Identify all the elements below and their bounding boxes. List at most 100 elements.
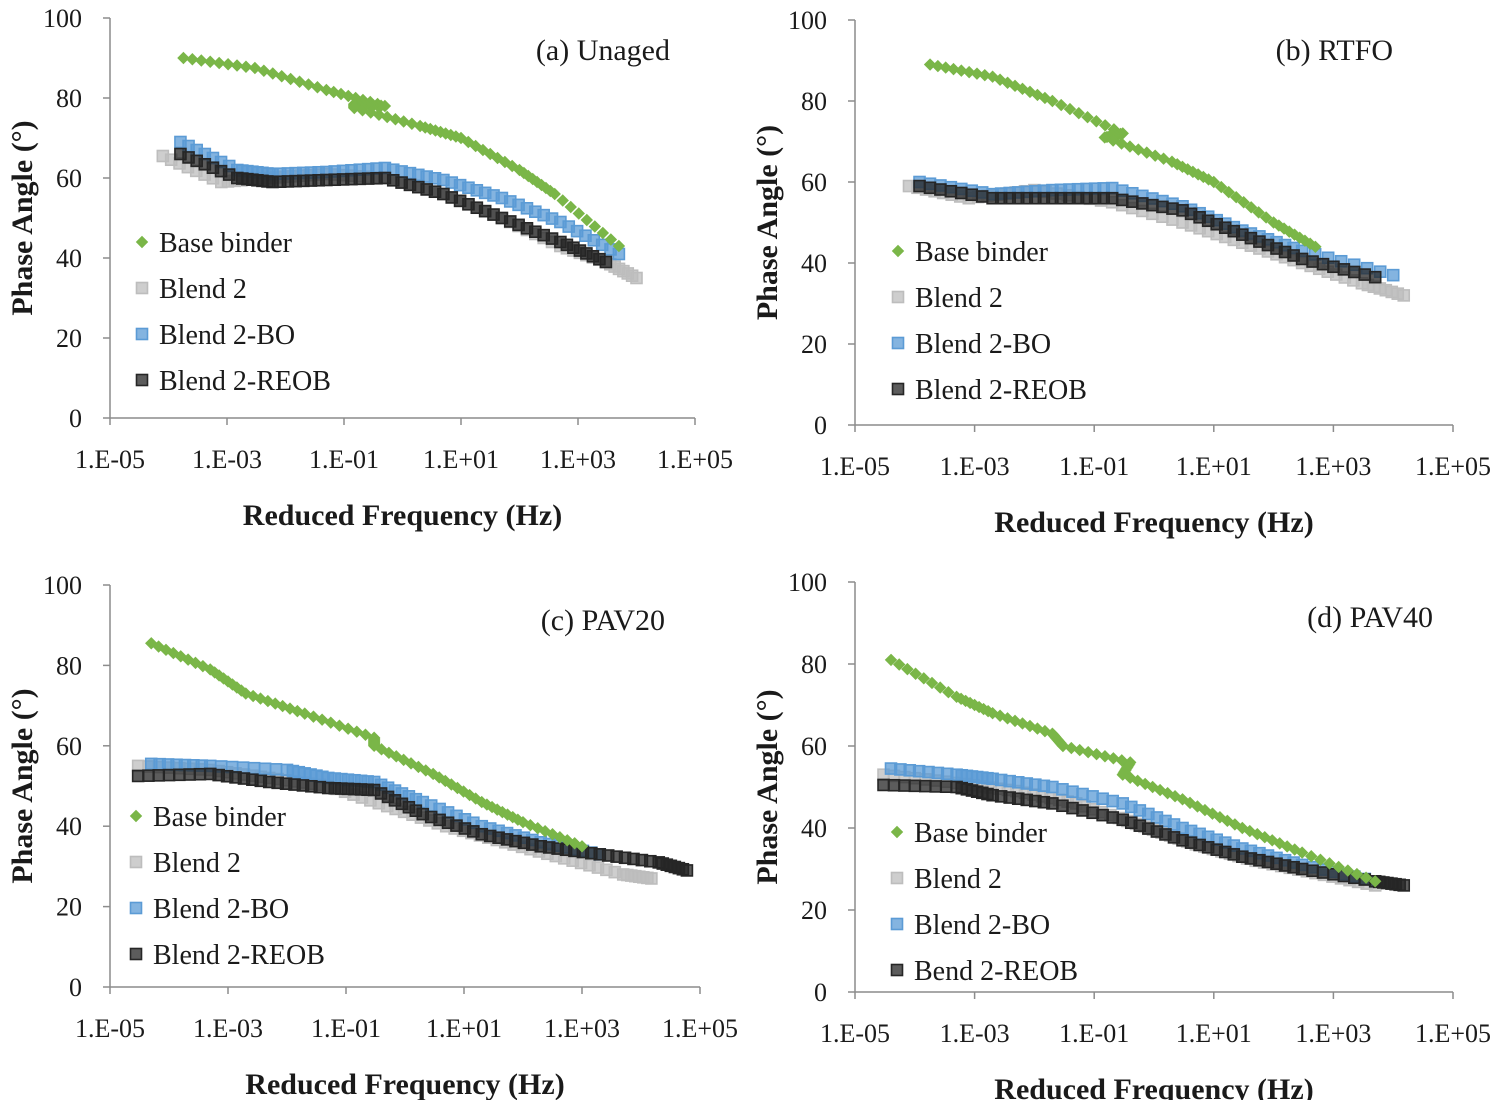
data-point <box>1314 853 1327 866</box>
x-tick-label: 1.E+05 <box>662 1014 738 1043</box>
data-point <box>195 54 208 67</box>
legend-label: Blend 2-BO <box>159 320 295 351</box>
series-blend2_bo <box>174 135 626 261</box>
x-tick-label: 1.E-05 <box>75 1014 145 1043</box>
data-point <box>1252 206 1265 219</box>
y-axis-title: Phase Angle (°) <box>6 688 39 883</box>
data-point <box>1295 862 1309 876</box>
data-point <box>970 67 984 80</box>
data-point <box>929 780 943 793</box>
data-point <box>230 59 244 72</box>
data-point <box>1306 255 1319 268</box>
data-point <box>1316 866 1330 879</box>
data-point <box>186 53 199 66</box>
data-point <box>1332 860 1345 874</box>
data-point <box>978 68 991 82</box>
data-point <box>1054 98 1068 112</box>
data-point <box>1046 94 1059 108</box>
data-point <box>1081 110 1094 124</box>
y-tick-label: 80 <box>56 84 82 113</box>
legend-label: Base binder <box>159 228 293 259</box>
y-tick-label: 20 <box>801 896 827 925</box>
y-tick-label: 80 <box>801 87 827 116</box>
legend-marker <box>890 917 904 931</box>
legend-label: Base binder <box>914 818 1048 849</box>
data-point <box>1316 257 1330 271</box>
data-point <box>1368 875 1382 888</box>
legend-marker <box>135 235 149 249</box>
data-point <box>908 779 922 793</box>
legend-label: Base binder <box>153 802 287 833</box>
data-point <box>183 768 196 781</box>
data-point <box>1306 864 1319 878</box>
data-point <box>1072 106 1085 120</box>
series-blend2_reob <box>877 778 1411 892</box>
series-base_binder <box>923 58 1322 254</box>
data-point <box>221 58 235 71</box>
data-point <box>1098 750 1112 763</box>
data-point <box>269 763 283 776</box>
x-tick-label: 1.E-01 <box>311 1014 381 1043</box>
legend-marker <box>135 281 149 295</box>
y-tick-label: 0 <box>814 411 827 440</box>
data-point <box>1237 196 1250 209</box>
data-point <box>1244 201 1258 214</box>
chart-panel-4: 0 20 40 60 80 100 1.E-05 1.E-03 1.E-01 1.E+01 1.E+… <box>751 568 1491 1100</box>
y-tick-label: 80 <box>56 651 82 680</box>
y-tick-label: 100 <box>43 4 82 33</box>
data-point <box>193 767 207 781</box>
legend-marker <box>890 825 904 839</box>
data-point <box>1350 867 1364 881</box>
y-tick-label: 20 <box>56 893 82 922</box>
data-point <box>1207 175 1221 189</box>
data-point <box>1309 240 1322 254</box>
series-base_binder <box>145 637 589 853</box>
y-tick-label: 40 <box>56 812 82 841</box>
x-tick-label: 1.E+01 <box>1176 1019 1252 1048</box>
data-point <box>913 179 926 193</box>
data-point <box>173 768 186 782</box>
y-tick-label: 0 <box>814 978 827 1007</box>
x-tick-label: 1.E+01 <box>423 445 499 474</box>
data-point <box>680 864 694 877</box>
data-point <box>892 658 906 671</box>
legend-label: Blend 2-BO <box>915 329 1051 360</box>
data-point <box>923 58 937 71</box>
panel-label: (b) RTFO <box>1276 34 1393 67</box>
data-point <box>564 200 577 214</box>
x-tick-label: 1.E-03 <box>940 452 1010 481</box>
data-point <box>596 226 610 240</box>
panel-label: (a) Unaged <box>536 34 670 67</box>
legend-marker <box>129 947 143 961</box>
legend-label: Blend 2-BO <box>153 894 289 925</box>
x-tick-label: 1.E+03 <box>544 1014 620 1043</box>
y-tick-label: 60 <box>56 164 82 193</box>
x-tick-label: 1.E+01 <box>1176 452 1252 481</box>
data-point <box>975 190 989 203</box>
data-point <box>887 778 901 792</box>
legend-label: Blend 2-REOB <box>159 366 331 397</box>
x-tick-label: 1.E-03 <box>940 1019 1010 1048</box>
data-point <box>909 667 922 680</box>
data-point <box>239 60 253 73</box>
y-axis-title: Phase Angle (°) <box>751 689 784 884</box>
data-point <box>1397 289 1411 302</box>
y-axis-title: Phase Angle (°) <box>6 120 39 315</box>
data-point <box>1073 743 1086 757</box>
x-axis-title: Reduced Frequency (Hz) <box>994 1073 1313 1100</box>
data-point <box>1341 864 1355 877</box>
series-base_binder <box>884 653 1382 888</box>
data-point <box>1107 752 1120 765</box>
x-tick-label: 1.E+05 <box>657 445 733 474</box>
legend-label: Blend 2 <box>153 848 241 879</box>
data-point <box>1323 857 1336 870</box>
data-point <box>1337 263 1351 276</box>
data-point <box>934 183 947 196</box>
data-point <box>630 271 643 285</box>
series-blend2_reob <box>131 767 694 877</box>
data-point <box>1222 185 1235 199</box>
data-point <box>572 207 585 220</box>
data-point <box>965 188 979 202</box>
y-tick-label: 60 <box>801 732 827 761</box>
